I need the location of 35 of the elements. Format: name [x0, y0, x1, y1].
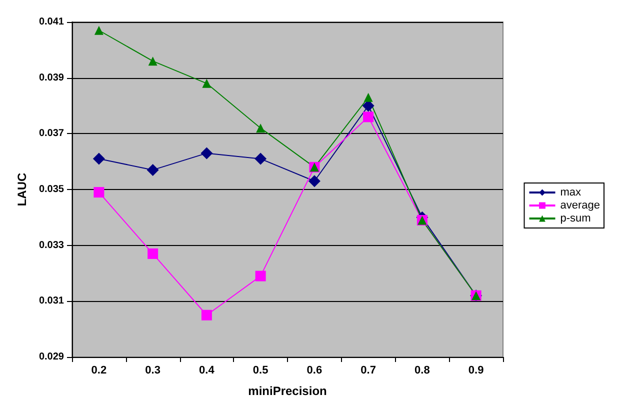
- point: [148, 248, 158, 259]
- y-tick-label: 0.031: [38, 296, 64, 307]
- point: [254, 152, 267, 165]
- x-tick-label: 0.3: [145, 364, 160, 376]
- point: [363, 112, 374, 122]
- point: [148, 56, 158, 66]
- y-axis-title: LAUC: [15, 172, 29, 206]
- x-tick-label: 0.9: [468, 364, 484, 376]
- y-tick-label: 0.033: [38, 240, 64, 251]
- point: [256, 124, 266, 133]
- x-tick-label: 0.5: [252, 364, 268, 376]
- x-tick-label: 0.2: [91, 364, 107, 376]
- y-tick-label: 0.035: [38, 184, 64, 195]
- x-tick-label: 0.7: [360, 364, 376, 376]
- x-tick-label: 0.6: [306, 364, 322, 376]
- y-tick-label: 0.039: [38, 72, 64, 84]
- x-tick-label: 0.4: [199, 364, 216, 376]
- point: [364, 92, 373, 102]
- y-tick-label: 0.029: [38, 352, 64, 362]
- point: [201, 310, 212, 320]
- y-tick-label: 0.037: [38, 128, 64, 140]
- point: [94, 187, 104, 198]
- point: [92, 152, 105, 165]
- legend-label: p-sum: [560, 212, 591, 224]
- x-axis-title: miniPrecision: [248, 384, 327, 398]
- point: [308, 175, 320, 188]
- point: [255, 270, 266, 282]
- legend-label: max: [560, 186, 582, 198]
- legend-label: average: [560, 200, 600, 212]
- x-tick-label: 0.8: [414, 364, 430, 376]
- point: [200, 147, 213, 160]
- point: [146, 164, 159, 176]
- y-tick-label: 0.041: [38, 16, 64, 28]
- point: [202, 78, 212, 88]
- point: [94, 26, 104, 35]
